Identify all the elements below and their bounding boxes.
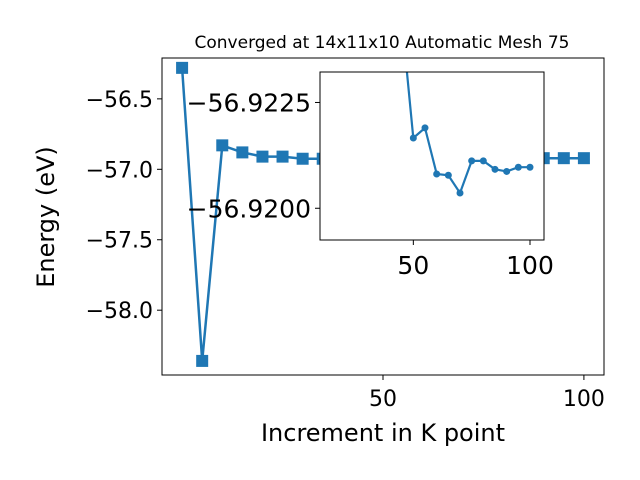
main-data-point (196, 354, 209, 367)
inset-data-point (456, 189, 464, 197)
main-x-tick-label: 100 (563, 387, 605, 412)
inset-x-tick-label: 100 (506, 251, 554, 280)
x-axis-label: Increment in K point (261, 419, 505, 447)
inset-x-tick-label: 50 (397, 251, 429, 280)
y-axis-label: Energy (eV) (32, 146, 60, 288)
main-data-point (276, 150, 289, 163)
inset-y-tick-label: −56.9225 (187, 88, 311, 117)
inset-data-point (503, 167, 511, 175)
main-data-point (236, 146, 249, 159)
main-y-tick-label: −56.5 (86, 88, 153, 113)
inset-plot-area: 50 100 −56.9225 −56.9200 (187, 71, 554, 280)
main-data-point (577, 152, 590, 165)
main-y-tick-label: −57.0 (86, 158, 153, 183)
main-data-point (296, 152, 309, 165)
inset-data-point (444, 171, 452, 179)
main-x-tick-label: 50 (369, 387, 397, 412)
inset-data-point (421, 124, 429, 132)
main-y-tick-label: −57.5 (86, 229, 153, 254)
chart-title: Converged at 14x11x10 Automatic Mesh 75 (195, 33, 570, 53)
main-data-point (256, 150, 269, 163)
inset-data-point (409, 134, 417, 142)
inset-data-point (433, 170, 441, 178)
inset-data-point (491, 165, 499, 173)
main-data-point (176, 61, 189, 74)
inset-data-point (468, 157, 476, 165)
inset-data-point (526, 163, 534, 171)
main-plot-frame (161, 57, 605, 376)
inset-y-tick-label: −56.9200 (187, 194, 311, 223)
main-data-point (557, 152, 570, 165)
inset-data-point (479, 157, 487, 165)
inset-data-point (514, 163, 522, 171)
main-data-point (216, 139, 229, 152)
main-y-tick-label: −58.0 (86, 299, 153, 324)
